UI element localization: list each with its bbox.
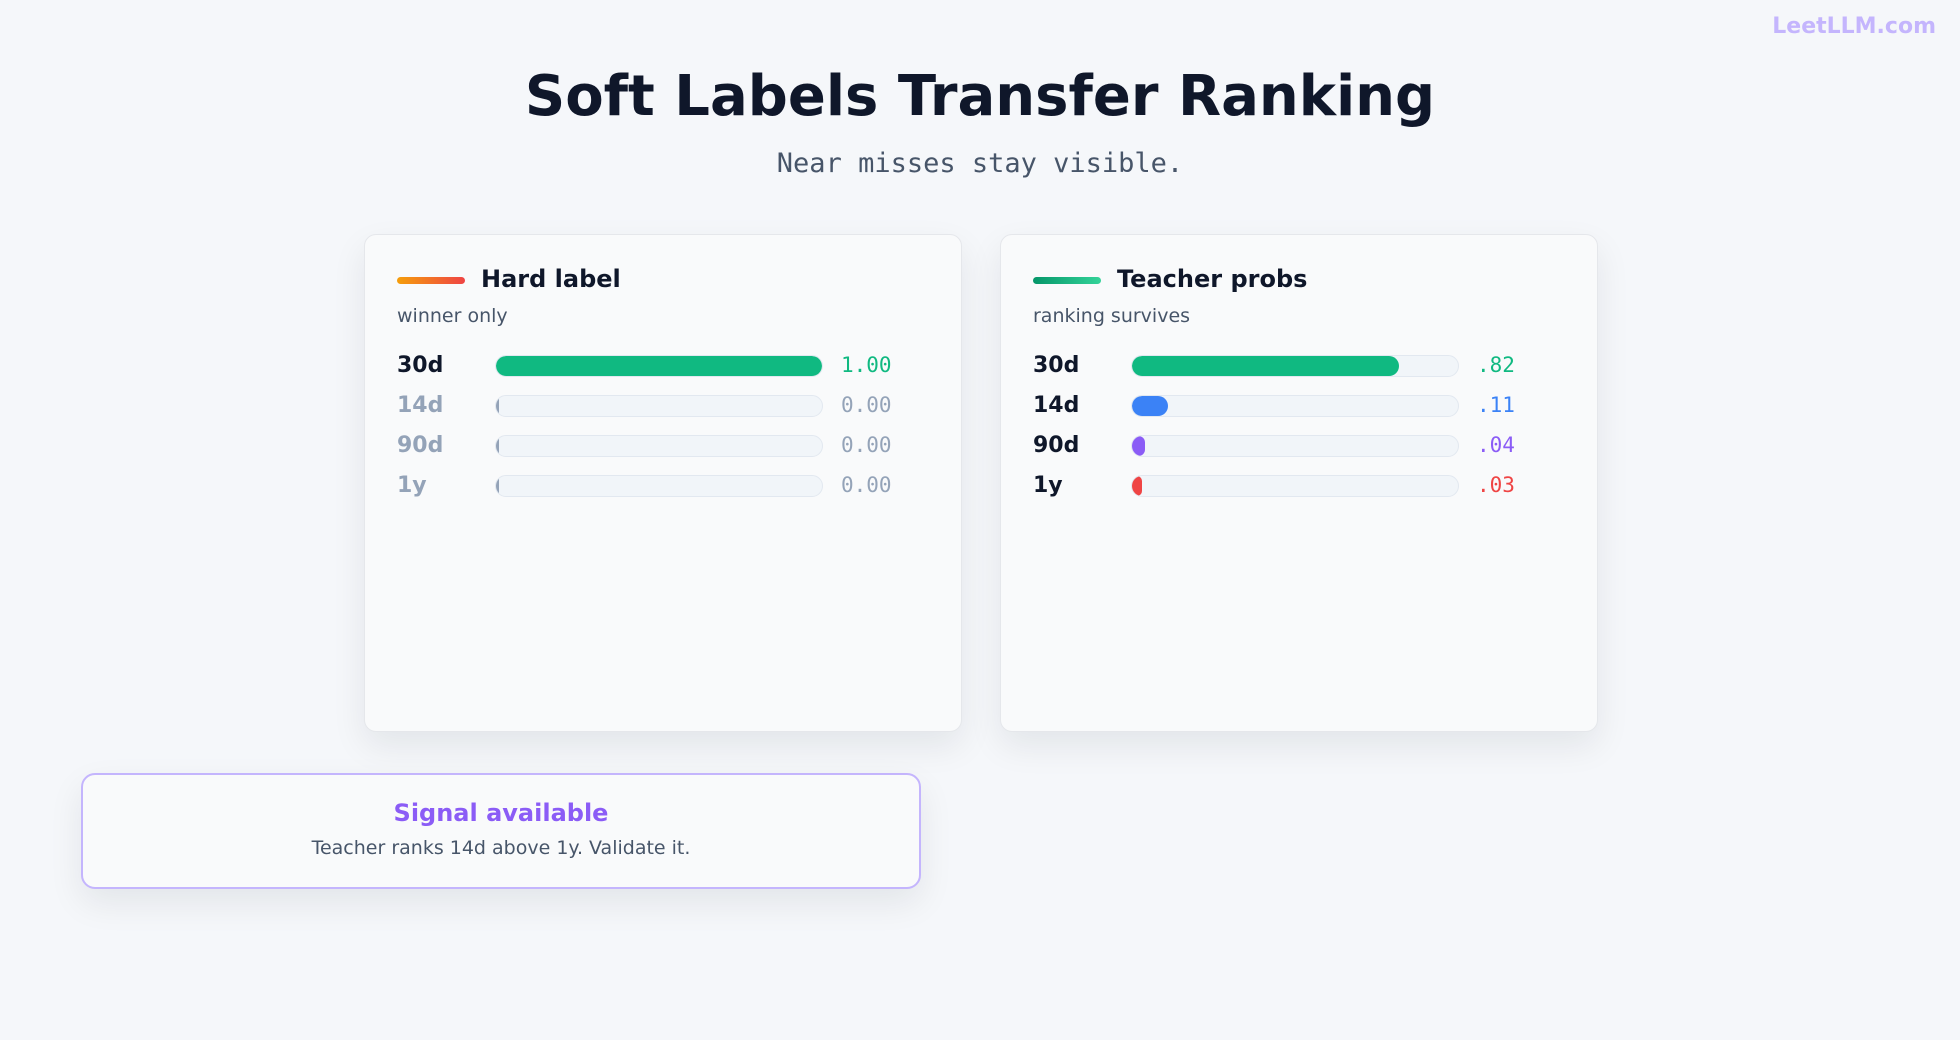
value-label: .04 <box>1477 433 1515 457</box>
bar <box>496 356 822 376</box>
bar-track <box>1131 435 1459 457</box>
panel-card: Teacher probs ranking survives 30d .82 14d .1… <box>1000 234 1598 732</box>
row-label: 14d <box>1033 393 1080 418</box>
brand[interactable]: LeetLLM.com <box>1772 14 1936 39</box>
bar <box>1132 356 1400 376</box>
row-label: 90d <box>1033 433 1080 458</box>
value-label: 0.00 <box>841 473 892 497</box>
legend-swatch <box>397 277 465 284</box>
row-label: 30d <box>397 353 444 378</box>
value-label: 0.00 <box>841 393 892 417</box>
title: Soft Labels Transfer Ranking <box>524 64 1436 129</box>
panel-caption: ranking survives <box>1033 305 1191 327</box>
panel-card: Hard label winner only 30d 1.00 14d 0.00 90d 0.… <box>364 234 962 732</box>
callout-title: Signal available <box>393 799 609 827</box>
row-label: 14d <box>397 393 444 418</box>
panel-heading: Teacher probs <box>1117 265 1308 293</box>
bar-track <box>1131 475 1459 497</box>
bar-track <box>495 435 823 457</box>
subtitle: Near misses stay visible. <box>776 148 1184 179</box>
row-label: 1y <box>397 473 427 498</box>
bar-track <box>495 475 823 497</box>
row-label: 90d <box>397 433 444 458</box>
panel-caption: winner only <box>397 305 508 327</box>
bar <box>496 436 499 456</box>
value-label: 0.00 <box>841 433 892 457</box>
bar <box>1132 396 1168 416</box>
value-label: .11 <box>1477 393 1515 417</box>
bar-track <box>1131 355 1459 377</box>
panel-heading: Hard label <box>481 265 621 293</box>
bar-track <box>495 395 823 417</box>
bar-track <box>1131 395 1459 417</box>
bar <box>496 476 499 496</box>
row-label: 30d <box>1033 353 1080 378</box>
value-label: 1.00 <box>841 353 892 377</box>
legend-swatch <box>1033 277 1101 284</box>
callout: Signal available Teacher ranks 14d above… <box>81 773 921 889</box>
bar <box>1132 476 1142 496</box>
bar <box>1132 436 1146 456</box>
value-label: .82 <box>1477 353 1515 377</box>
value-label: .03 <box>1477 473 1515 497</box>
bar-track <box>495 355 823 377</box>
bar <box>496 396 499 416</box>
callout-text: Teacher ranks 14d above 1y. Validate it. <box>311 837 691 859</box>
row-label: 1y <box>1033 473 1063 498</box>
